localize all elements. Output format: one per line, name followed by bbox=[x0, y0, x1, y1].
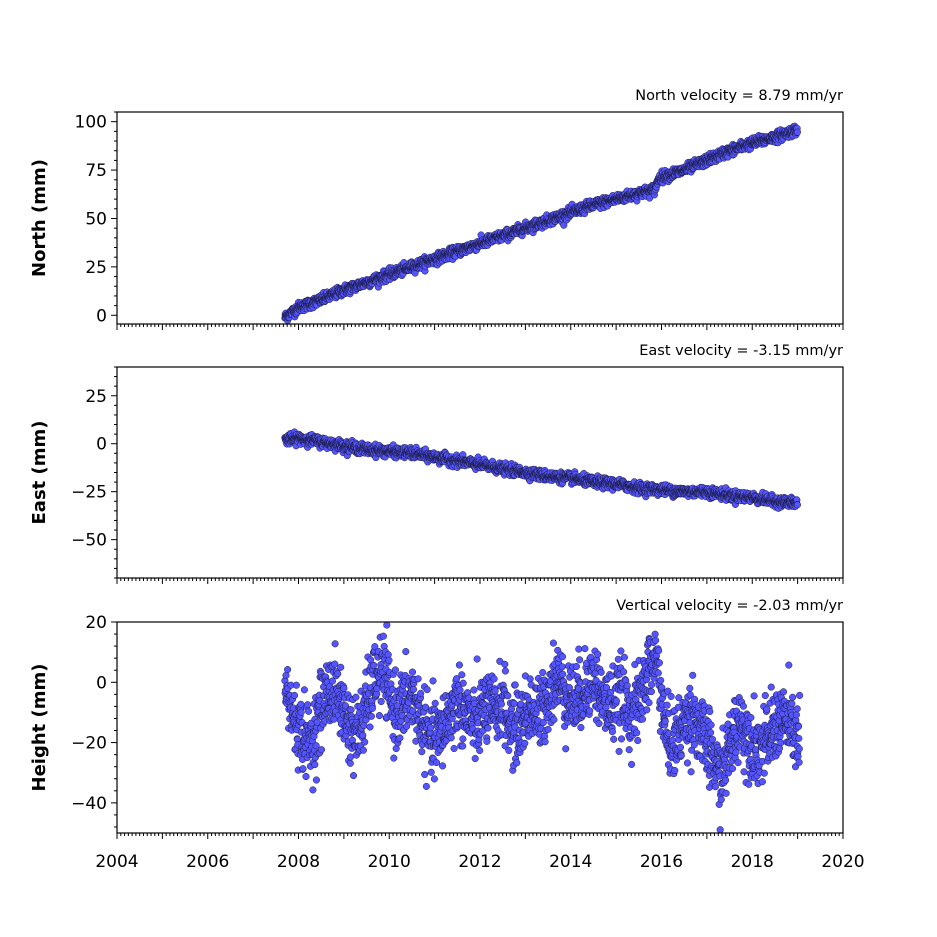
height-data-point bbox=[402, 648, 410, 656]
north-y-axis-label: North (mm) bbox=[29, 159, 50, 277]
height-data-point bbox=[455, 661, 463, 669]
height-data-point bbox=[317, 746, 326, 754]
height-data-point bbox=[346, 759, 354, 767]
north-y-tick-label: 100 bbox=[75, 113, 107, 133]
height-data-point bbox=[390, 754, 398, 762]
height-data-point bbox=[456, 686, 464, 694]
height-data-point bbox=[349, 772, 358, 780]
height-data-point bbox=[414, 675, 422, 683]
height-data-point bbox=[370, 661, 378, 669]
height-data-point bbox=[305, 707, 313, 715]
height-data-point bbox=[427, 768, 435, 776]
height-data-point bbox=[309, 786, 317, 794]
height-data-point bbox=[367, 712, 375, 720]
height-data-point bbox=[297, 708, 305, 716]
east-y-tick-label: 0 bbox=[96, 435, 107, 455]
height-data-point bbox=[458, 671, 466, 679]
height-data-point bbox=[379, 632, 387, 640]
north-velocity-title: North velocity = 8.79 mm/yr bbox=[635, 88, 843, 104]
height-data-point bbox=[299, 765, 307, 773]
height-data-point bbox=[391, 666, 399, 674]
height-data-point bbox=[302, 772, 310, 781]
height-data-point bbox=[290, 691, 299, 699]
height-data-point bbox=[417, 689, 425, 697]
height-data-point bbox=[439, 762, 447, 770]
height-data-point bbox=[300, 686, 308, 694]
east-panel: 25 0 −25 −50 East velocity = -3.15 mm/yr Ea… bbox=[29, 343, 844, 584]
height-data-point bbox=[346, 753, 355, 761]
north-y-tick-label: 50 bbox=[85, 209, 107, 229]
north-data-point bbox=[793, 128, 801, 136]
height-data-point bbox=[331, 660, 339, 668]
height-data-point bbox=[459, 735, 467, 743]
east-data-point bbox=[793, 501, 801, 509]
height-data-point bbox=[334, 670, 342, 678]
height-data-point bbox=[421, 770, 429, 779]
height-data-point bbox=[313, 718, 321, 726]
height-data-point bbox=[282, 671, 290, 679]
height-data-point bbox=[347, 706, 355, 714]
height-data-point bbox=[352, 693, 360, 701]
height-data-point bbox=[423, 686, 431, 694]
height-data-point bbox=[368, 704, 376, 712]
height-data-point bbox=[447, 734, 455, 742]
east-y-tick-label: 25 bbox=[85, 387, 107, 407]
height-panel: 200−20−40 2004 2006 2008 2010 2012 2014 2016 20… bbox=[29, 598, 865, 872]
east-y-tick-label: −50 bbox=[71, 531, 107, 551]
height-data-point bbox=[431, 699, 439, 707]
height-data-point bbox=[292, 681, 300, 689]
height-data-point bbox=[459, 679, 467, 687]
height-data-point bbox=[432, 759, 441, 767]
north-y-tick-label: 0 bbox=[96, 306, 107, 326]
height-data-point bbox=[450, 744, 458, 753]
height-data-point bbox=[422, 782, 430, 790]
east-y-tick-label: −25 bbox=[71, 483, 107, 503]
height-data-point bbox=[408, 668, 417, 676]
east-y-axis-label: East (mm) bbox=[29, 421, 50, 525]
north-y-tick-label: 25 bbox=[85, 258, 107, 278]
height-data-point bbox=[396, 734, 404, 742]
height-data-point bbox=[418, 748, 426, 756]
height-data-point bbox=[430, 775, 438, 783]
height-data-point bbox=[429, 677, 437, 685]
height-data-point bbox=[403, 722, 411, 730]
east-velocity-title: East velocity = -3.15 mm/yr bbox=[639, 343, 843, 359]
height-data-point bbox=[311, 761, 319, 769]
height-data-point bbox=[361, 738, 369, 746]
east-plot-area bbox=[117, 367, 843, 578]
height-data-point bbox=[459, 742, 467, 750]
height-data-point bbox=[331, 640, 339, 648]
height-data-point bbox=[337, 663, 345, 671]
height-data-point bbox=[375, 712, 383, 720]
height-data-point bbox=[409, 685, 418, 693]
height-data-point bbox=[366, 723, 374, 731]
height-data-point bbox=[359, 731, 367, 739]
height-data-point bbox=[312, 776, 320, 784]
height-data-point bbox=[377, 697, 385, 706]
height-data-point bbox=[427, 724, 435, 732]
height-data-point bbox=[385, 656, 393, 664]
height-data-point bbox=[383, 621, 391, 629]
height-data-point bbox=[304, 701, 312, 709]
north-panel: 0 25 50 75 100 North velocity = 8.79 mm/yr N… bbox=[29, 88, 844, 330]
height-data-point bbox=[359, 746, 367, 754]
height-data-point bbox=[340, 684, 348, 692]
height-data-point bbox=[284, 666, 292, 674]
north-y-tick-label: 75 bbox=[85, 161, 107, 181]
north-points bbox=[281, 122, 801, 325]
